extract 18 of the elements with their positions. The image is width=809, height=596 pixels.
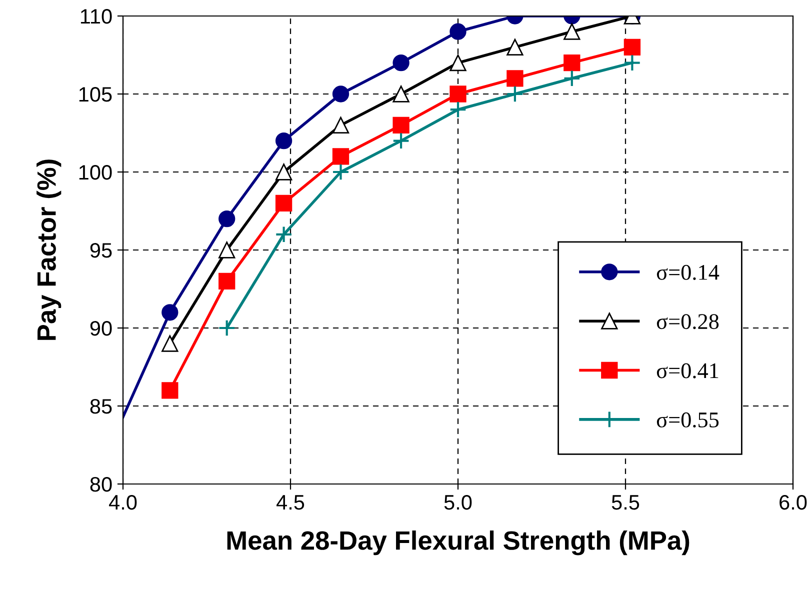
y-axis-title: Pay Factor (%) xyxy=(36,160,62,340)
y-tick-label: 100 xyxy=(79,165,112,180)
x-tick-label: 6.0 xyxy=(780,494,807,510)
x-tick-label: 5.5 xyxy=(612,495,640,510)
legend-label: σ=0.28 xyxy=(656,314,719,330)
y-tick-label: 110 xyxy=(80,9,112,24)
legend-label: σ=0.41 xyxy=(656,363,718,378)
legend-label: σ=0.14 xyxy=(656,264,720,280)
y-tick-label: 90 xyxy=(90,321,112,336)
x-tick-label: 5.0 xyxy=(444,494,472,510)
y-tick-label: 95 xyxy=(90,243,112,258)
legend-label: σ=0.55 xyxy=(656,412,719,428)
y-tick-label: 85 xyxy=(90,399,112,414)
x-axis-title: Mean 28-Day Flexural Strength (MPa) xyxy=(227,530,690,556)
x-tick-label: 4.5 xyxy=(276,495,304,510)
y-tick-label: 105 xyxy=(79,87,112,102)
x-tick-label: 4.0 xyxy=(109,494,137,510)
y-tick-label: 80 xyxy=(90,477,112,492)
